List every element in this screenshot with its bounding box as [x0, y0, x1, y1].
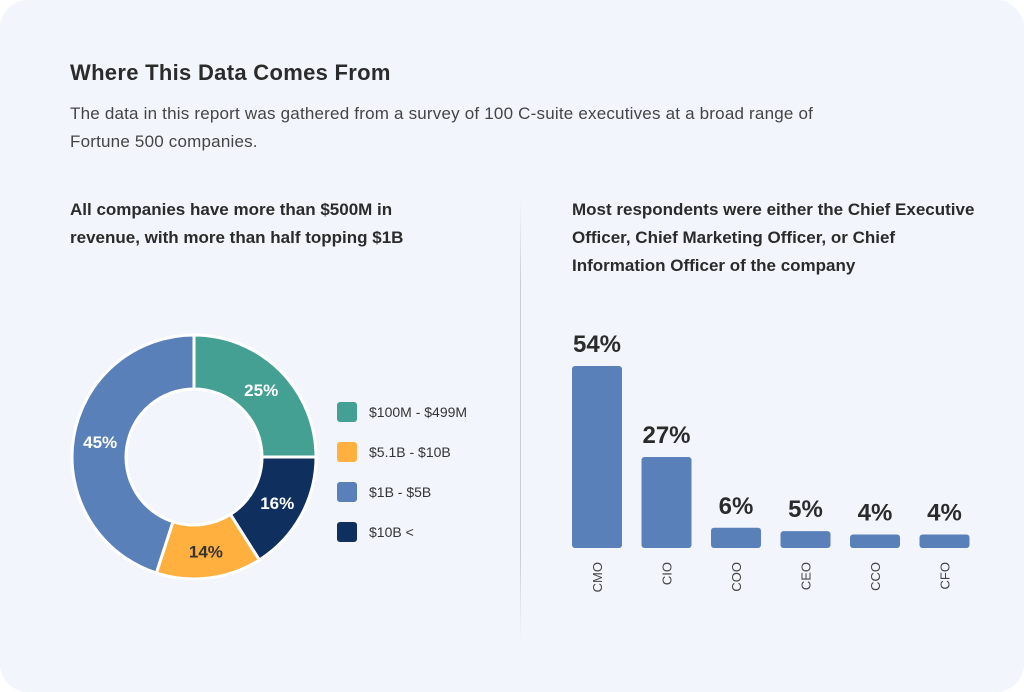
slice-label: 45% [83, 433, 117, 452]
donut-slice [192, 333, 318, 459]
legend-label: $5.1B - $10B [369, 444, 451, 460]
intro-text: The data in this report was gathered fro… [70, 104, 814, 151]
legend-swatch [337, 402, 357, 422]
bar [641, 457, 692, 548]
page-title: Where This Data Comes From [70, 60, 391, 85]
bar-chart-title: Most respondents were either the Chief E… [572, 200, 975, 275]
legend-item: $10B < [337, 512, 467, 552]
legend-label: $10B < [369, 524, 414, 540]
category-label: COO [729, 562, 744, 592]
legend-item: $1B - $5B [337, 472, 467, 512]
donut-chart-title: All companies have more than $500M in re… [70, 200, 404, 247]
bar [919, 534, 970, 548]
category-label: CFO [938, 562, 953, 589]
bar [572, 366, 622, 548]
donut-legend: $100M - $499M $5.1B - $10B $1B - $5B $10B < [337, 392, 467, 552]
legend-label: $100M - $499M [369, 404, 468, 420]
bar-value-label: 54% [573, 331, 621, 358]
category-label: CEO [799, 562, 814, 590]
bar [711, 527, 761, 548]
legend-label: $1B - $5B [369, 484, 432, 500]
slice-label: 14% [189, 542, 223, 561]
bar-value-label: 6% [719, 493, 754, 520]
legend-swatch [337, 522, 357, 542]
donut-slice [70, 333, 196, 575]
bar-value-label: 5% [788, 496, 823, 523]
category-label: CMO [590, 562, 605, 592]
legend-swatch [337, 482, 357, 502]
category-label: CIO [660, 562, 675, 585]
legend-swatch [337, 442, 357, 462]
bar-value-label: 27% [642, 422, 690, 449]
bar-value-label: 4% [927, 500, 962, 527]
bar [780, 531, 831, 548]
bar-value-label: 4% [858, 500, 893, 527]
bar [850, 534, 900, 548]
slice-label: 25% [244, 381, 278, 400]
legend-item: $100M - $499M [337, 392, 467, 432]
divider [520, 200, 521, 640]
slice-label: 16% [260, 494, 294, 513]
legend-item: $5.1B - $10B [337, 432, 467, 472]
category-label: CCO [868, 562, 883, 591]
